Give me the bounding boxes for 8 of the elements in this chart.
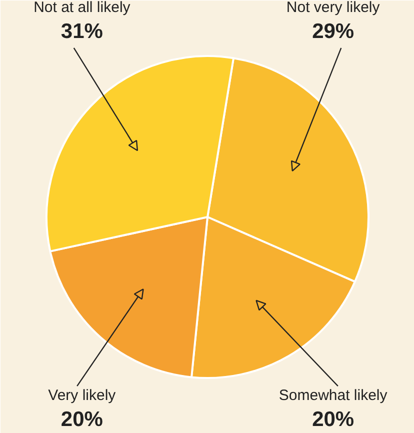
slice-label: Not at all likely [34, 0, 131, 16]
data-label: 31% [60, 20, 104, 43]
slice-label: Somewhat likely [278, 387, 388, 404]
slice-label: Not very likely [286, 0, 380, 16]
data-label: 20% [60, 408, 104, 432]
data-label: 29% [312, 20, 354, 43]
slice-label: Very likely [48, 387, 116, 404]
data-label: 20% [312, 408, 354, 432]
